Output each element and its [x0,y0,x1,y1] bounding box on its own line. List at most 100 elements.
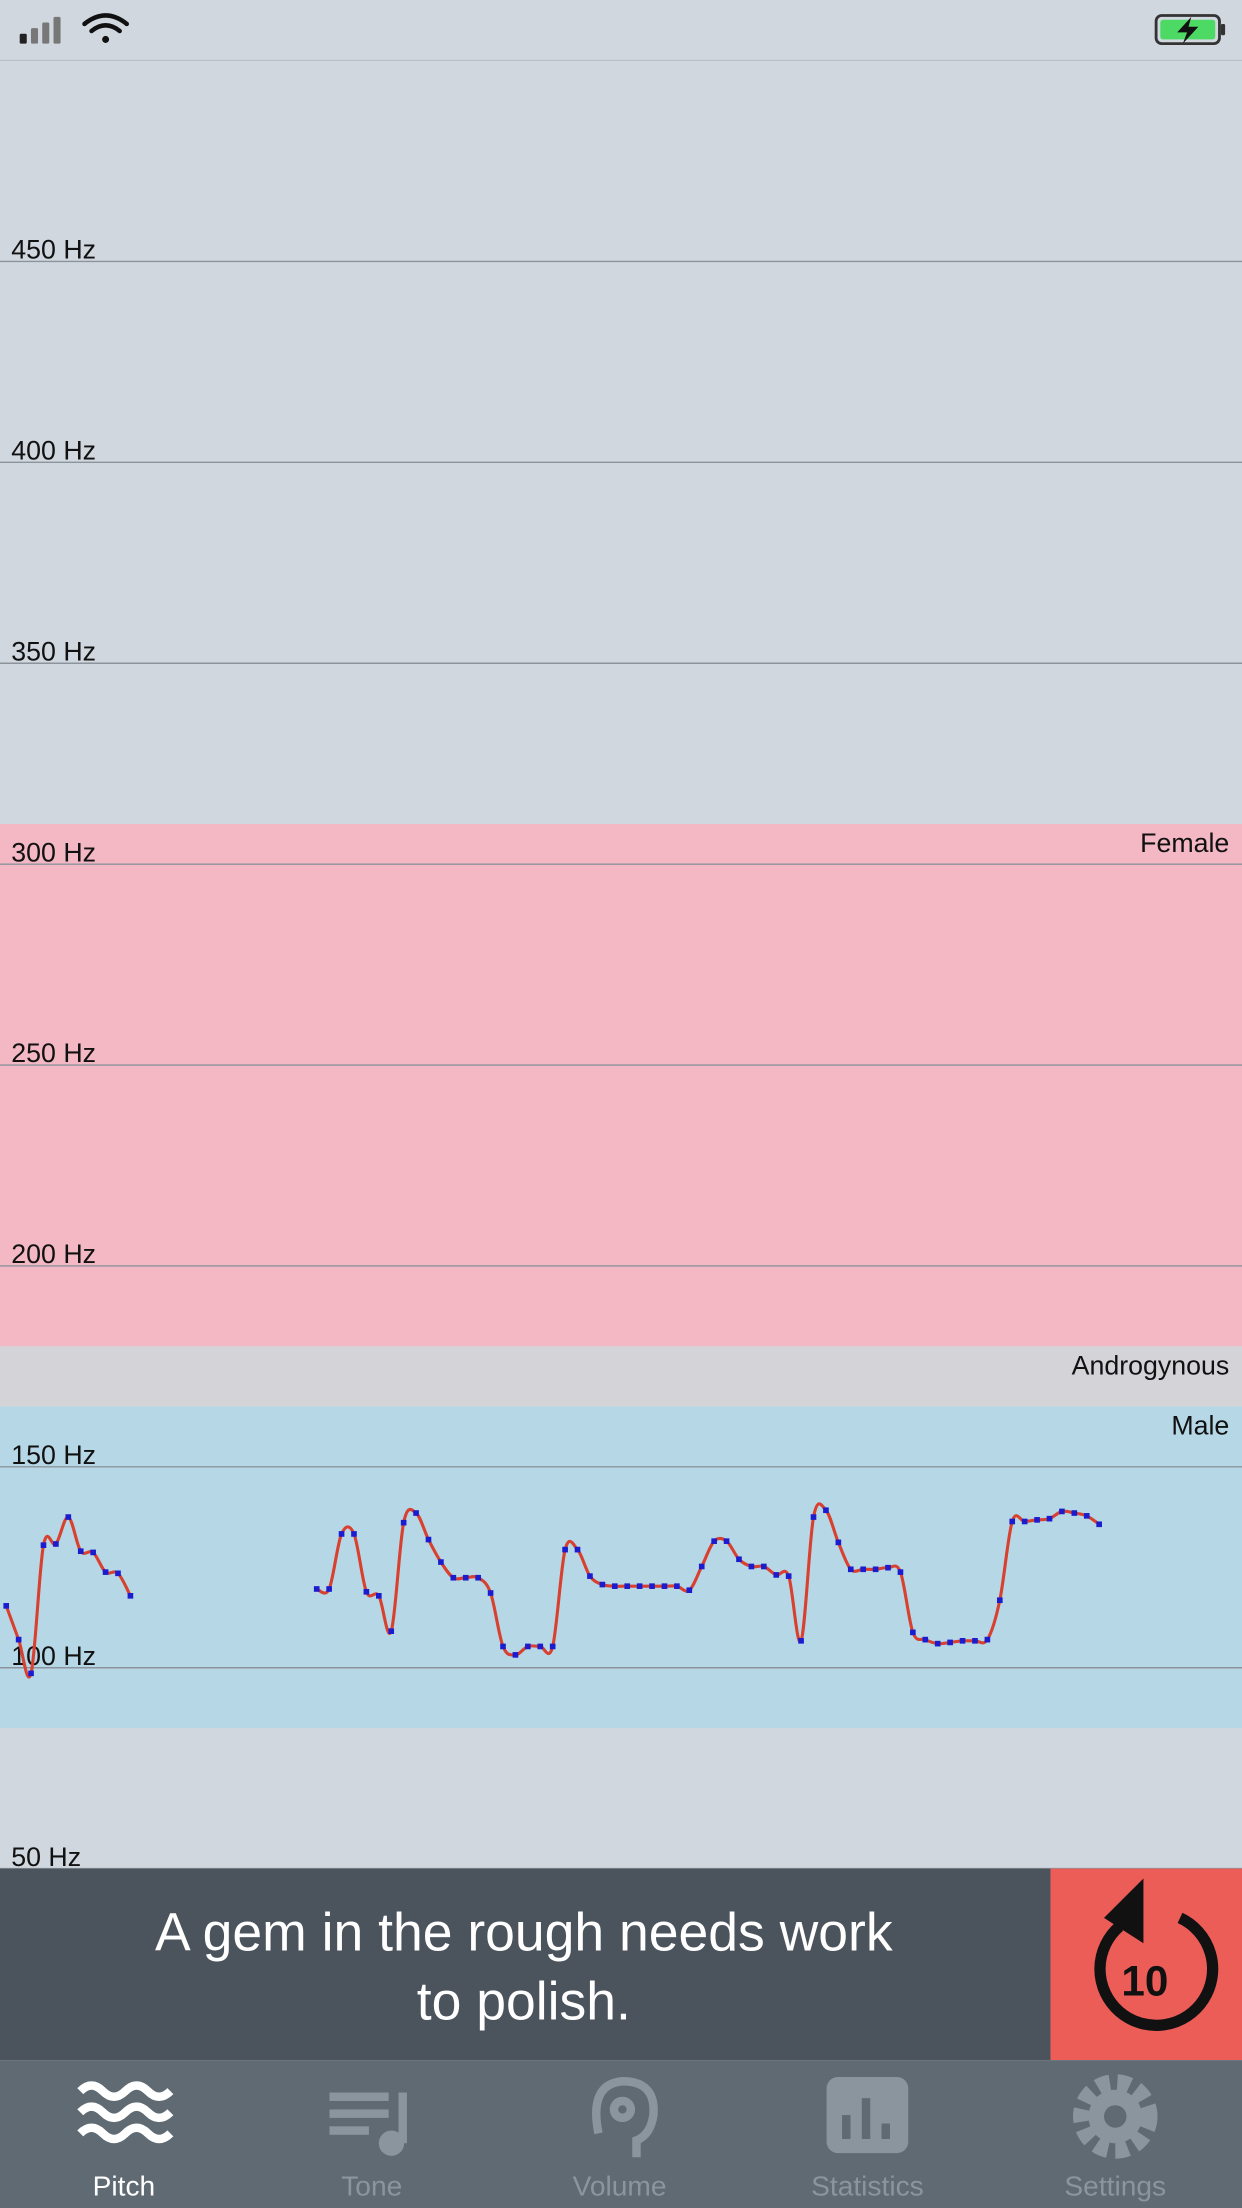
pitch-point [338,1531,345,1537]
y-tick-label: 350 Hz [11,636,96,666]
pitch-point [487,1590,494,1596]
pitch-point [375,1592,382,1599]
pitch-point [525,1643,531,1650]
range-band [0,1346,1242,1407]
pitch-point [674,1583,680,1589]
pitch-point [847,1566,854,1573]
pitch-point [611,1583,618,1589]
prompt-panel [0,1868,1051,2061]
pitch-point [885,1564,891,1571]
pitch-point [1096,1521,1102,1528]
replay-arrow [1104,1878,1144,1944]
y-tick-label: 250 Hz [11,1038,96,1068]
pitch-point [15,1636,22,1643]
pitch-point [959,1637,966,1644]
pitch-icon [77,2081,174,2144]
pitch-point [823,1507,829,1514]
pitch-point [636,1583,643,1589]
pitch-point [363,1588,370,1595]
y-tick-label: 400 Hz [11,436,96,466]
pitch-point [313,1586,320,1592]
pitch-point [711,1538,717,1544]
tab-settings[interactable]: Settings [1064,2074,1166,2202]
pitch-point [761,1563,767,1570]
tab-tone[interactable]: Tone [329,2092,407,2202]
pitch-point [425,1536,432,1543]
pitch-point [996,1597,1003,1604]
tab-label: Tone [341,2170,402,2201]
pitch-point [388,1628,395,1634]
range-band [0,1406,1242,1729]
range-band [0,823,1242,1347]
volume-icon [592,2077,658,2158]
pitch-point [1034,1517,1040,1523]
pitch-point [897,1569,904,1575]
y-tick-label: 300 Hz [11,837,96,867]
pitch-point [475,1574,481,1581]
settings-icon [1073,2074,1158,2159]
pitch-point [661,1583,668,1589]
tab-pitch[interactable]: Pitch [77,2081,174,2201]
pitch-point [400,1519,407,1526]
pitch-point [934,1640,941,1647]
pitch-point [549,1643,556,1650]
y-tick-label: 150 Hz [11,1440,96,1470]
pitch-point [3,1603,10,1609]
pitch-point [562,1546,568,1553]
tab-label: Statistics [811,2170,924,2201]
band-label: Androgynous [1072,1350,1230,1380]
pitch-point [28,1670,34,1677]
pitch-point [698,1563,705,1570]
band-label: Male [1171,1411,1229,1441]
pitch-point [686,1587,693,1594]
statistics-bars [842,2098,890,2139]
pitch-point [115,1570,121,1577]
replay-button[interactable]: 10 [1050,1868,1242,2061]
tab-volume[interactable]: Volume [573,2077,667,2201]
pitch-point [351,1531,357,1537]
signal-icon [19,16,61,44]
y-tick-label: 200 Hz [11,1239,96,1269]
pitch-point [835,1539,842,1546]
pitch-point [450,1574,457,1581]
pitch-point [1046,1515,1053,1522]
pitch-point [500,1643,506,1650]
pitch-point [947,1639,953,1646]
pitch-point [599,1581,606,1588]
pitch-point [1059,1508,1065,1515]
pitch-point [624,1583,631,1589]
pitch-point [922,1636,929,1643]
pitch-point [1083,1513,1090,1519]
pitch-point [40,1542,47,1549]
pitch-point [910,1629,916,1636]
pitch-point [512,1652,519,1658]
pitch-point [649,1583,655,1589]
pitch-point [77,1548,84,1555]
pitch-point [413,1510,419,1516]
band-label: Female [1140,828,1229,858]
prompt-line: A gem in the rough needs work [155,1903,893,1962]
pitch-point [1071,1510,1078,1516]
pitch-point [574,1546,581,1553]
pitch-point [785,1573,792,1579]
pitch-point [65,1514,72,1520]
replay-arc [1094,1912,1219,2031]
pitch-point [537,1643,544,1650]
pitch-point [462,1574,469,1581]
pitch-point [810,1514,817,1520]
pitch-point [90,1549,96,1556]
pitch-point [860,1566,867,1573]
status-bar [0,0,1242,61]
tab-label: Pitch [93,2170,156,2201]
pitch-point [127,1592,134,1599]
tab-label: Volume [573,2170,667,2201]
pitch-point [798,1637,804,1644]
pitch-point [872,1566,879,1573]
tab-statistics[interactable]: Statistics [811,2077,924,2201]
pitch-point [1009,1518,1016,1525]
pitch-point [723,1538,730,1544]
pitch-point [972,1637,978,1644]
